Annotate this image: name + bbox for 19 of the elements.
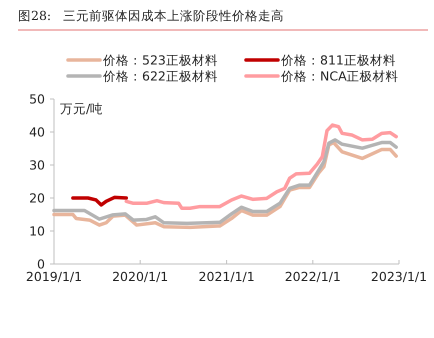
line-series — [124, 123, 398, 210]
y-tick-label: 0 — [37, 256, 46, 272]
y-tick-label: 50 — [29, 92, 46, 106]
y-tick-label: 10 — [29, 224, 46, 238]
legend-label: 价格：811正极材料 — [280, 52, 396, 68]
legend-label: 价格：622正极材料 — [102, 68, 218, 84]
legend-label: 价格：NCA正极材料 — [280, 68, 399, 84]
x-tick-label: 2021/1/1 — [198, 269, 255, 284]
chart-title: 图28: 三元前驱体因成本上涨阶段性价格走高 — [18, 8, 284, 23]
y-tick-label: 30 — [29, 158, 46, 172]
x-tick-label: 2022/1/1 — [284, 269, 341, 284]
x-tick-label: 2019/1/1 — [26, 269, 82, 284]
y-tick-label: 40 — [29, 124, 46, 140]
y-axis-title: 万元/吨 — [60, 101, 104, 116]
x-tick-label: 2023/1/1 — [370, 269, 428, 284]
legend-label: 价格：523正极材料 — [102, 52, 218, 68]
x-tick-label: 2020/1/1 — [112, 269, 168, 284]
y-tick-label: 20 — [29, 190, 46, 206]
line-series — [71, 196, 128, 207]
